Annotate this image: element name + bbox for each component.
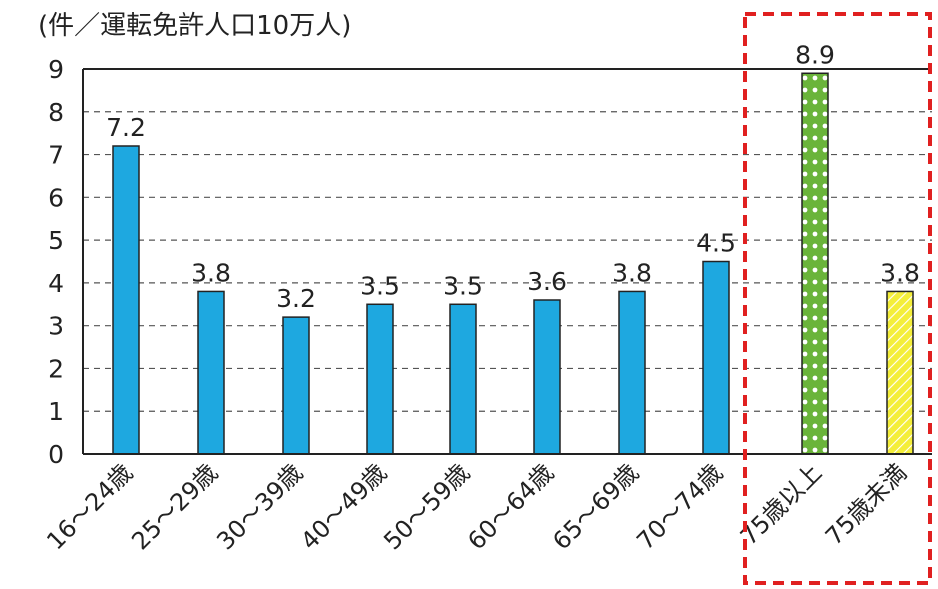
y-tick-label: 7 (48, 141, 64, 170)
x-tick-label: 60～64歳 (462, 458, 559, 555)
data-label: 3.5 (443, 271, 483, 300)
x-tick-label: 16～24歳 (41, 458, 138, 555)
data-label: 3.5 (360, 271, 400, 300)
bar (702, 260, 730, 455)
x-tick-label: 30～39歳 (211, 458, 308, 555)
x-tick-label: 50～59歳 (378, 458, 475, 555)
data-label: 3.8 (612, 258, 652, 287)
x-tick-label: 25～29歳 (126, 458, 223, 555)
data-labels: 7.2 3.8 3.2 3.5 3.5 3.6 3.8 4.5 8.9 3.8 (106, 40, 920, 313)
data-label: 7.2 (106, 113, 146, 142)
bar (197, 290, 225, 455)
highlight-box (743, 12, 932, 585)
y-tick-label: 5 (48, 226, 64, 255)
y-tick-label: 3 (48, 312, 64, 341)
bar (801, 72, 829, 455)
bar (618, 290, 646, 455)
bars (112, 72, 914, 455)
y-tick-label: 2 (48, 354, 64, 383)
x-tick-labels: 16～24歳25～29歳30～39歳40～49歳50～59歳60～64歳65～6… (41, 458, 912, 555)
y-tick-label: 0 (48, 440, 64, 469)
y-axis-label: (件／運転免許人口10万人) (38, 11, 351, 41)
bar (886, 290, 914, 455)
grid-lines (83, 111, 932, 412)
x-tick-label: 65～69歳 (547, 458, 644, 555)
bar (112, 145, 140, 455)
x-tick-label: 75歳以上 (735, 458, 827, 550)
x-tick-label: 40～49歳 (295, 458, 392, 555)
y-tick-label: 4 (48, 269, 64, 298)
data-label: 3.2 (276, 284, 316, 313)
bar (366, 303, 394, 455)
y-tick-labels: 0 1 2 3 4 5 6 7 8 9 (48, 55, 64, 469)
data-label: 3.8 (191, 258, 231, 287)
bar (449, 303, 477, 455)
data-label: 4.5 (696, 229, 736, 258)
data-label: 3.6 (527, 267, 567, 296)
bar (282, 316, 310, 455)
y-tick-label: 8 (48, 98, 64, 127)
x-tick-label: 70～74歳 (631, 458, 728, 555)
bar (533, 299, 561, 455)
x-tick-label: 75歳未満 (820, 458, 912, 550)
data-label: 8.9 (795, 40, 835, 69)
y-tick-label: 1 (48, 397, 64, 426)
y-tick-label: 6 (48, 183, 64, 212)
y-tick-label: 9 (48, 55, 64, 84)
data-label: 3.8 (880, 258, 920, 287)
